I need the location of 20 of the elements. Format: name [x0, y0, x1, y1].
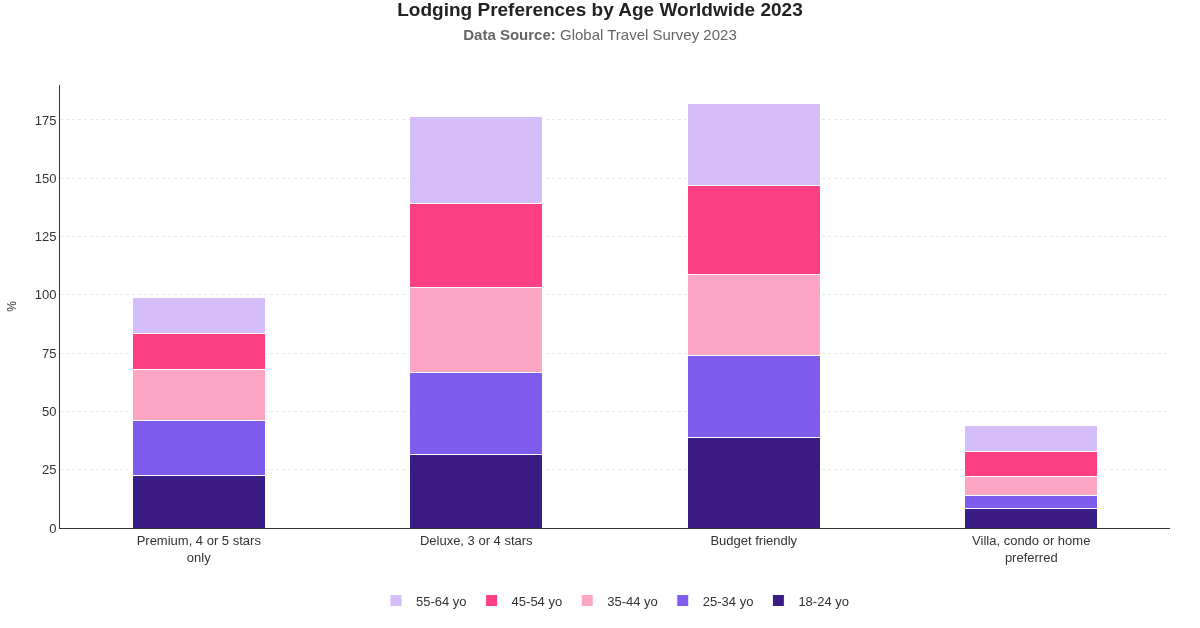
legend-label: 55-64 yo — [416, 593, 467, 609]
chart-subtitle: Data Source: Global Travel Survey 2023 — [463, 26, 737, 44]
x-tick-label: Villa, condo or home preferred — [972, 532, 1091, 565]
legend-label: 35-44 yo — [607, 593, 658, 609]
y-tick-label: 125 — [34, 229, 57, 245]
y-tick-label: 0 — [49, 520, 57, 536]
y-tick-label: 150 — [34, 170, 57, 186]
y-tick-label: 25 — [41, 462, 57, 478]
x-tick-label: Budget friendly — [710, 532, 798, 548]
y-tick-label: 175 — [34, 112, 57, 128]
y-tick-label: 50 — [41, 403, 57, 419]
legend-label: 18-24 yo — [798, 593, 849, 609]
y-axis-title: % — [5, 300, 19, 312]
y-tick-label: 100 — [34, 287, 57, 303]
x-tick-label: Premium, 4 or 5 stars only — [136, 532, 262, 565]
legend-label: 25-34 yo — [702, 593, 754, 609]
y-tick-label: 75 — [41, 345, 57, 361]
x-tick-label: Deluxe, 3 or 4 stars — [419, 532, 534, 548]
chart-title: Lodging Preferences by Age Worldwide 2023 — [397, 0, 803, 20]
legend-label: 45-54 yo — [511, 593, 563, 609]
